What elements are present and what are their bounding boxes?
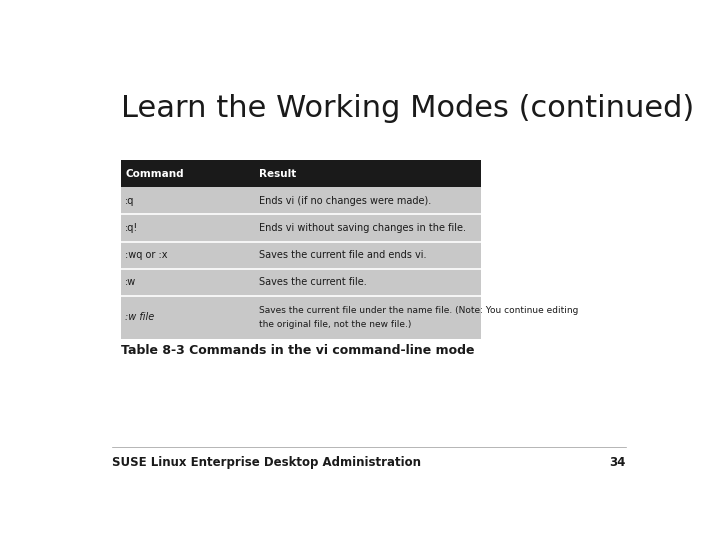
Text: the original file, not the new file.): the original file, not the new file.) — [259, 320, 411, 328]
Text: Saves the current file under the name file. (Note: You continue editing: Saves the current file under the name fi… — [259, 306, 578, 315]
Bar — [121, 214, 481, 241]
Bar — [121, 187, 481, 214]
Text: Saves the current file and ends vi.: Saves the current file and ends vi. — [259, 250, 426, 260]
Text: Result: Result — [259, 169, 297, 179]
Text: 34: 34 — [609, 456, 626, 469]
Text: :q!: :q! — [125, 223, 138, 233]
Text: Table 8-3 Commands in the vi command-line mode: Table 8-3 Commands in the vi command-lin… — [121, 344, 474, 357]
Text: Ends vi without saving changes in the file.: Ends vi without saving changes in the fi… — [259, 223, 466, 233]
Bar — [121, 241, 481, 268]
Text: Command: Command — [125, 169, 184, 179]
Text: :wq or :x: :wq or :x — [125, 250, 168, 260]
Bar — [121, 295, 481, 339]
Text: Saves the current file.: Saves the current file. — [259, 277, 366, 287]
Text: Ends vi (if no changes were made).: Ends vi (if no changes were made). — [259, 196, 431, 206]
Text: Learn the Working Modes (continued): Learn the Working Modes (continued) — [121, 94, 694, 123]
Text: :q: :q — [125, 196, 135, 206]
Bar — [121, 268, 481, 295]
Bar — [121, 160, 481, 187]
Text: :w: :w — [125, 277, 136, 287]
Text: SUSE Linux Enterprise Desktop Administration: SUSE Linux Enterprise Desktop Administra… — [112, 456, 421, 469]
Text: :w file: :w file — [125, 313, 154, 322]
